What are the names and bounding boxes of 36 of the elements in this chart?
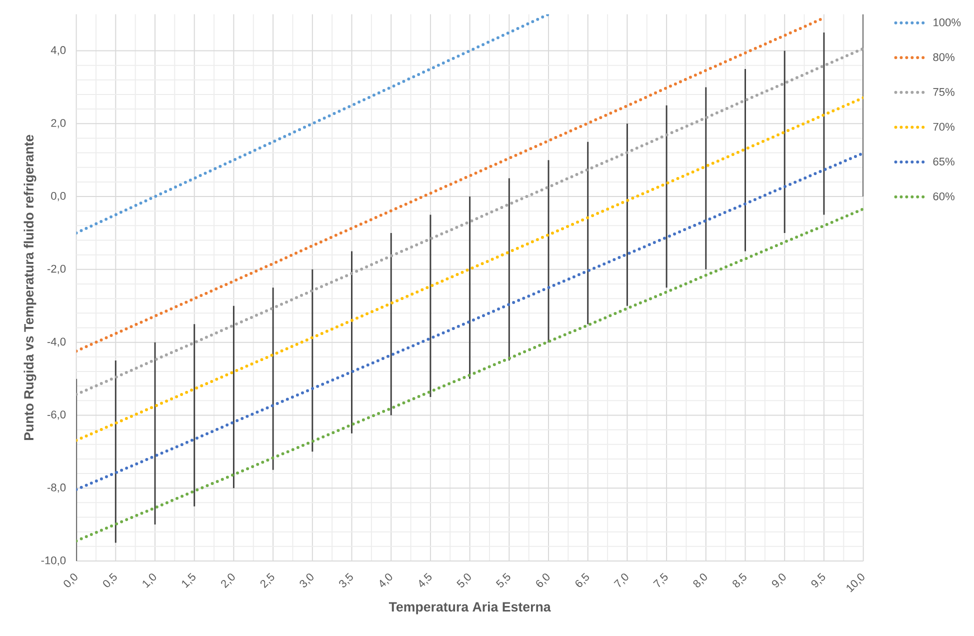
x-tick-label: 3,5 [339,572,353,588]
legend-label: 75% [933,88,954,96]
x-tick-label: 7,5 [653,572,668,588]
y-tick-label: 0,0 [51,192,66,202]
y-tick-label: -2,0 [47,264,66,274]
x-tick-label: 1,0 [142,574,156,588]
x-tick-label: 2,0 [221,574,235,588]
x-tick-label: 1,5 [182,572,196,588]
x-tick-label: 7,0 [614,574,628,588]
y-tick-label: -10,0 [41,556,66,566]
y-axis-title: Punto Rugida vs Temperatura fluido refrigerante [24,134,36,440]
y-tick-label: -6,0 [47,410,66,420]
x-tick-label: 2,5 [260,572,274,588]
x-tick-label: 6,5 [575,572,589,588]
x-tick-label: 0,5 [103,572,117,588]
legend-label: 80% [933,53,954,62]
legend-label: 65% [933,158,954,166]
x-tick-label: 9,5 [811,572,826,588]
x-tick-label: 5,5 [496,572,510,588]
x-tick-label: 8,5 [732,572,746,588]
x-tick-label: 4,0 [380,574,392,588]
legend-label: 100% [934,18,961,26]
legend-label: 60% [933,192,954,200]
x-tick-label: 8,0 [693,574,707,588]
y-tick-label: 4,0 [50,46,66,56]
x-tick-label: 9,0 [772,574,786,588]
legend-label: 70% [933,122,954,131]
x-axis-title: Temperatura Aria Esterna [388,602,551,614]
y-tick-label: 2,0 [51,119,66,128]
x-tick-label: 3,0 [300,574,314,588]
y-tick-label: -4,0 [47,338,66,347]
y-tick-label: -8,0 [47,484,66,493]
x-tick-label: 4,5 [419,572,432,588]
x-tick-label: 5,0 [456,574,471,588]
x-tick-label: 0,0 [64,574,78,588]
x-tick-label: 6,0 [536,574,550,588]
